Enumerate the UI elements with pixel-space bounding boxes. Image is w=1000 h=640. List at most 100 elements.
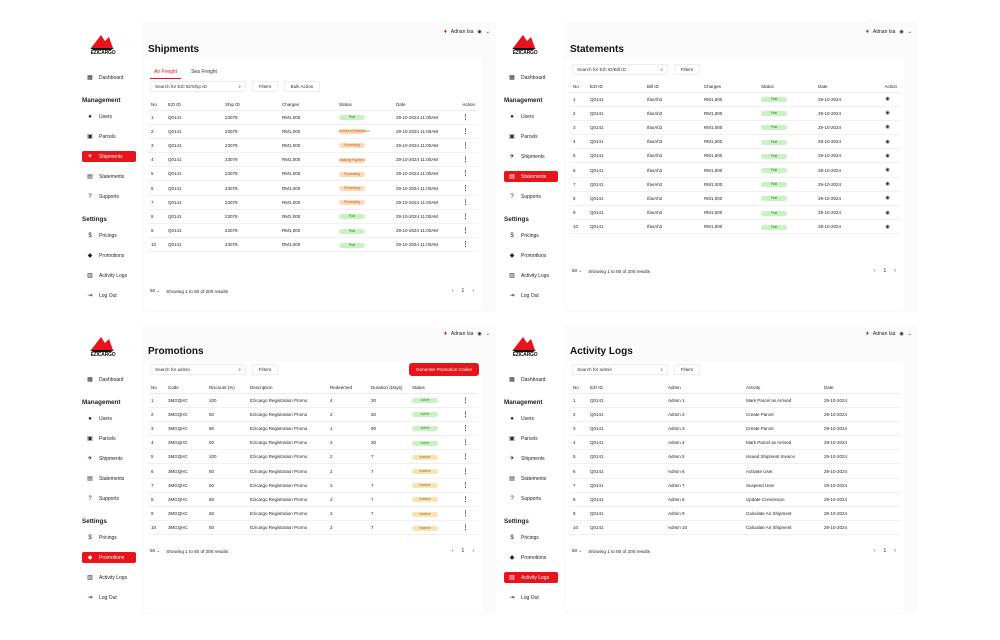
page-number[interactable]: 1 bbox=[883, 268, 887, 274]
bell-icon[interactable]: ♦ bbox=[443, 331, 447, 337]
nav-statements[interactable]: ▤ Statements bbox=[82, 473, 136, 484]
generate-promotion-codes-button[interactable]: Generate Promotion Codes bbox=[409, 363, 479, 376]
nav-parcels[interactable]: ▣ Parcels bbox=[504, 433, 558, 444]
nav-dashboard[interactable]: ▦ Dashboard bbox=[504, 374, 558, 385]
tab-air-freight[interactable]: Air Freight bbox=[150, 66, 182, 79]
search-input[interactable]: Search for admin ⌕ bbox=[572, 364, 668, 375]
nav-supports[interactable]: ? Supports bbox=[82, 191, 136, 202]
search-input[interactable]: Search for EZI ID/Bill ID ⌕ bbox=[572, 64, 668, 75]
prev-page-icon[interactable]: ‹ bbox=[873, 268, 876, 274]
nav-pricings[interactable]: $ Pricings bbox=[504, 532, 558, 543]
next-page-icon[interactable]: › bbox=[894, 268, 896, 274]
filters-button[interactable]: Filters bbox=[674, 64, 700, 75]
nav-supports[interactable]: ? Supports bbox=[504, 493, 558, 504]
nav-activity-logs[interactable]: ▥ Activity Logs bbox=[504, 270, 558, 281]
bulk-action-button[interactable]: Bulk Action bbox=[284, 81, 320, 92]
nav-parcels[interactable]: ▣ Parcels bbox=[504, 131, 558, 142]
nav-activity-logs[interactable]: ▥ Activity Logs bbox=[82, 270, 136, 281]
tab-sea-freight[interactable]: Sea Freight bbox=[191, 69, 217, 75]
more-actions-icon[interactable]: ⋮ bbox=[450, 209, 478, 225]
more-actions-icon[interactable]: ⋮ bbox=[450, 463, 478, 479]
search-input[interactable]: Search for admin ⌕ bbox=[150, 364, 246, 375]
more-actions-icon[interactable]: ⋮ bbox=[450, 138, 478, 154]
nav-parcels[interactable]: ▣ Parcels bbox=[82, 131, 136, 142]
eye-icon[interactable]: ◉ bbox=[872, 191, 900, 207]
nav-supports[interactable]: ? Supports bbox=[82, 493, 136, 504]
nav-activity-logs[interactable]: ▥ Activity Logs bbox=[504, 572, 558, 583]
eye-icon[interactable]: ◉ bbox=[872, 92, 900, 107]
user-icon[interactable]: ◉ bbox=[477, 29, 482, 35]
more-actions-icon[interactable]: ⋮ bbox=[450, 449, 478, 465]
nav-shipments[interactable]: ✈ Shipments bbox=[504, 453, 558, 464]
filters-button[interactable]: Filters bbox=[674, 364, 700, 375]
bell-icon[interactable]: ♦ bbox=[865, 29, 869, 35]
bell-icon[interactable]: ♦ bbox=[865, 331, 869, 337]
nav-shipments[interactable]: ✈ Shipments bbox=[504, 151, 558, 162]
nav-users[interactable]: ● Users bbox=[504, 413, 558, 424]
eye-icon[interactable]: ◉ bbox=[872, 177, 900, 192]
nav-parcels[interactable]: ▣ Parcels bbox=[82, 433, 136, 444]
nav-pricings[interactable]: $ Pricings bbox=[82, 532, 136, 543]
nav-statements[interactable]: ▤ Statements bbox=[504, 473, 558, 484]
nav-dashboard[interactable]: ▦ Dashboard bbox=[82, 374, 136, 385]
prev-page-icon[interactable]: ‹ bbox=[451, 548, 454, 554]
prev-page-icon[interactable]: ‹ bbox=[451, 288, 454, 294]
nav-promotions[interactable]: ◆ Promotions bbox=[82, 552, 136, 563]
more-actions-icon[interactable]: ⋮ bbox=[450, 166, 478, 182]
prev-page-icon[interactable]: ‹ bbox=[873, 548, 876, 554]
more-actions-icon[interactable]: ⋮ bbox=[450, 492, 478, 508]
more-actions-icon[interactable]: ⋮ bbox=[450, 520, 478, 536]
nav-pricings[interactable]: $ Pricings bbox=[82, 230, 136, 241]
filters-button[interactable]: Filters bbox=[252, 81, 278, 92]
nav-promotions[interactable]: ◆ Promotions bbox=[82, 250, 136, 261]
page-number[interactable]: 1 bbox=[461, 548, 465, 554]
eye-icon[interactable]: ◉ bbox=[872, 106, 900, 121]
page-number[interactable]: 1 bbox=[461, 288, 465, 294]
eye-icon[interactable]: ◉ bbox=[872, 219, 900, 235]
nav-dashboard[interactable]: ▦ Dashboard bbox=[82, 72, 136, 83]
more-actions-icon[interactable]: ⋮ bbox=[450, 421, 478, 437]
nav-shipments[interactable]: ✈ Shipments bbox=[82, 151, 136, 162]
more-actions-icon[interactable]: ⋮ bbox=[450, 435, 478, 451]
chevron-down-icon[interactable]: ⌄ bbox=[907, 29, 912, 35]
next-page-icon[interactable]: › bbox=[894, 548, 896, 554]
nav-promotions[interactable]: ◆ Promotions bbox=[504, 552, 558, 563]
chevron-down-icon[interactable]: ⌄ bbox=[907, 331, 912, 337]
user-name[interactable]: Adnan Isa bbox=[450, 331, 474, 337]
nav-logout[interactable]: ⇥ Log Out bbox=[82, 290, 136, 301]
more-actions-icon[interactable]: ⋮ bbox=[450, 506, 478, 522]
nav-statements[interactable]: ▤ Statements bbox=[504, 171, 558, 182]
chevron-down-icon[interactable]: ⌄ bbox=[485, 29, 490, 35]
nav-dashboard[interactable]: ▦ Dashboard bbox=[504, 72, 558, 83]
nav-logout[interactable]: ⇥ Log Out bbox=[504, 290, 558, 301]
more-actions-icon[interactable]: ⋮ bbox=[450, 180, 478, 196]
eye-icon[interactable]: ◉ bbox=[872, 120, 900, 136]
page-size-select[interactable]: 50 ⌄ bbox=[572, 268, 583, 273]
nav-users[interactable]: ● Users bbox=[82, 413, 136, 424]
nav-promotions[interactable]: ◆ Promotions bbox=[504, 250, 558, 261]
next-page-icon[interactable]: › bbox=[472, 288, 474, 294]
eye-icon[interactable]: ◉ bbox=[872, 134, 900, 150]
eye-icon[interactable]: ◉ bbox=[872, 148, 900, 164]
more-actions-icon[interactable]: ⋮ bbox=[450, 110, 478, 125]
user-icon[interactable]: ◉ bbox=[899, 29, 904, 35]
eye-icon[interactable]: ◉ bbox=[872, 205, 900, 221]
user-name[interactable]: Adnan Isa bbox=[450, 29, 474, 35]
user-icon[interactable]: ◉ bbox=[477, 331, 482, 337]
nav-users[interactable]: ● Users bbox=[504, 111, 558, 122]
more-actions-icon[interactable]: ⋮ bbox=[450, 478, 478, 493]
page-number[interactable]: 1 bbox=[883, 548, 887, 554]
page-size-select[interactable]: 50 ⌄ bbox=[572, 548, 583, 553]
next-page-icon[interactable]: › bbox=[472, 548, 474, 554]
user-icon[interactable]: ◉ bbox=[899, 331, 904, 337]
nav-statements[interactable]: ▤ Statements bbox=[82, 171, 136, 182]
user-name[interactable]: Adnan Isa bbox=[872, 29, 896, 35]
user-name[interactable]: Adnan Isa bbox=[872, 331, 896, 337]
page-size-select[interactable]: 50 ⌄ bbox=[150, 288, 161, 293]
filters-button[interactable]: Filters bbox=[252, 364, 278, 375]
more-actions-icon[interactable]: ⋮ bbox=[450, 124, 478, 139]
chevron-down-icon[interactable]: ⌄ bbox=[485, 331, 490, 337]
nav-supports[interactable]: ? Supports bbox=[504, 191, 558, 202]
bell-icon[interactable]: ♦ bbox=[443, 29, 447, 35]
more-actions-icon[interactable]: ⋮ bbox=[450, 195, 478, 210]
